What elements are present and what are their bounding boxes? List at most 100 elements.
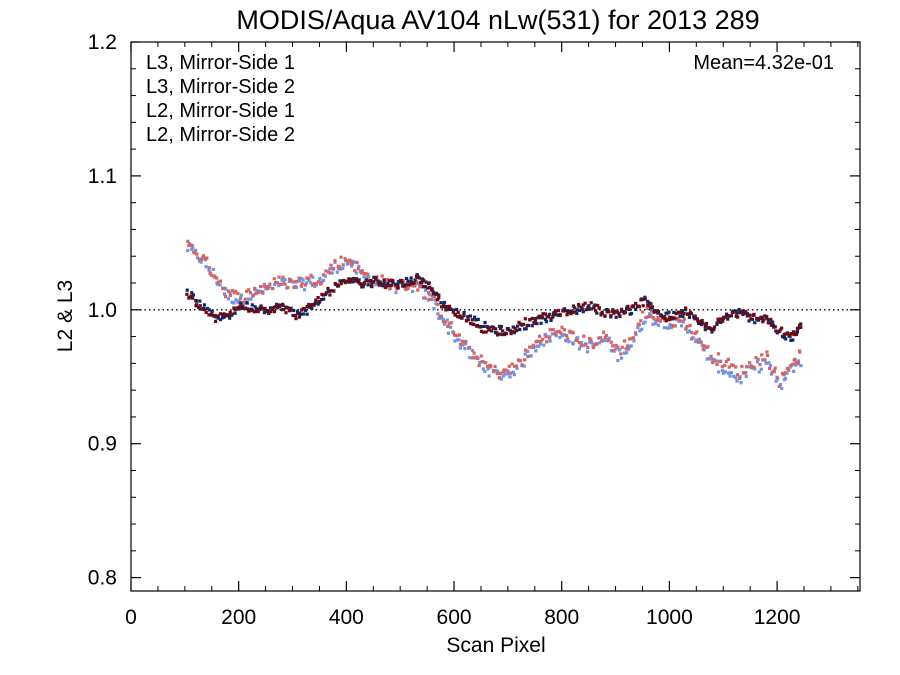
data-point-2 <box>528 318 532 322</box>
data-point-2 <box>198 304 202 308</box>
data-point-4 <box>787 368 791 372</box>
data-point-2 <box>302 307 306 311</box>
data-point-4 <box>501 370 506 374</box>
data-point-2 <box>399 278 403 283</box>
data-point-3 <box>735 379 739 383</box>
data-point-3 <box>632 339 636 343</box>
data-point-4 <box>303 283 307 287</box>
data-point-2 <box>444 308 448 312</box>
data-point-3 <box>506 369 510 373</box>
data-point-1 <box>784 337 788 341</box>
data-point-1 <box>695 317 699 321</box>
data-point-2 <box>696 319 700 323</box>
data-point-3 <box>503 372 507 376</box>
data-point-2 <box>347 277 351 281</box>
data-point-1 <box>750 317 755 321</box>
data-point-2 <box>698 319 702 323</box>
data-point-3 <box>272 282 277 287</box>
data-point-2 <box>333 281 337 286</box>
data-point-2 <box>477 324 482 329</box>
data-point-4 <box>333 259 337 263</box>
data-point-4 <box>554 330 558 334</box>
tick-labels: 0 200 400 600 800 1000 1200 0.8 0.9 1.0 1.1 1.2 <box>88 31 801 629</box>
data-point-2 <box>481 330 486 334</box>
data-point-4 <box>491 369 496 373</box>
data-point-2 <box>269 309 273 314</box>
data-point-4 <box>619 352 623 356</box>
data-point-2 <box>236 306 240 310</box>
data-point-4 <box>510 362 514 366</box>
data-point-4 <box>455 333 459 338</box>
data-point-2 <box>409 276 413 280</box>
data-point-4 <box>603 335 608 339</box>
data-point-3 <box>697 337 702 341</box>
data-point-4 <box>611 344 615 348</box>
data-point-2 <box>583 301 587 305</box>
data-point-3 <box>587 340 592 344</box>
data-point-2 <box>786 332 790 336</box>
data-point-2 <box>513 326 517 330</box>
data-point-1 <box>292 308 296 313</box>
data-point-1 <box>247 307 252 311</box>
data-point-4 <box>355 260 359 265</box>
data-point-4 <box>241 300 245 304</box>
data-point-3 <box>307 279 311 283</box>
data-point-4 <box>772 370 776 374</box>
data-point-2 <box>577 302 581 307</box>
data-point-4 <box>493 364 497 369</box>
data-point-3 <box>453 339 457 343</box>
data-point-3 <box>495 369 500 374</box>
data-point-4 <box>553 332 558 336</box>
y-tick-label: 1.0 <box>88 299 117 322</box>
data-point-4 <box>205 256 209 260</box>
data-point-1 <box>190 291 194 295</box>
data-point-3 <box>446 331 451 335</box>
data-point-3 <box>564 339 568 343</box>
data-point-4 <box>299 284 303 288</box>
data-point-4 <box>495 371 499 376</box>
data-point-2 <box>569 312 573 316</box>
data-point-3 <box>193 248 198 252</box>
data-point-3 <box>195 256 200 260</box>
data-point-4 <box>415 280 419 284</box>
data-point-4 <box>530 345 534 349</box>
data-point-2 <box>706 326 711 330</box>
data-point-2 <box>310 302 315 307</box>
data-point-4 <box>723 363 727 367</box>
data-point-2 <box>416 275 420 280</box>
data-point-4 <box>548 335 552 339</box>
data-point-3 <box>796 359 801 363</box>
data-point-2 <box>382 278 386 282</box>
legend-entry: L3, Mirror-Side 2 <box>146 76 295 98</box>
data-point-2 <box>664 319 669 323</box>
data-point-3 <box>755 360 760 364</box>
data-point-2 <box>504 331 508 336</box>
data-point-1 <box>191 293 195 297</box>
data-point-2 <box>194 299 199 303</box>
data-point-4 <box>436 302 440 307</box>
data-point-2 <box>490 329 494 333</box>
data-point-2 <box>394 283 398 287</box>
data-point-3 <box>487 374 491 378</box>
data-point-3 <box>234 298 238 302</box>
data-point-2 <box>216 314 220 318</box>
data-point-3 <box>222 292 227 296</box>
data-point-1 <box>606 308 610 312</box>
data-point-4 <box>679 319 683 323</box>
data-point-4 <box>222 286 226 290</box>
data-point-1 <box>735 311 739 315</box>
data-point-2 <box>472 322 476 327</box>
data-point-2 <box>657 309 661 314</box>
data-point-3 <box>458 346 462 350</box>
data-point-3 <box>643 320 647 324</box>
data-point-3 <box>728 374 732 378</box>
data-point-4 <box>234 289 238 293</box>
data-point-2 <box>285 305 289 310</box>
data-point-3 <box>622 351 627 355</box>
data-point-2 <box>213 319 218 323</box>
data-point-2 <box>232 306 236 310</box>
data-point-2 <box>358 282 362 286</box>
data-point-2 <box>280 302 285 307</box>
data-point-4 <box>462 340 466 344</box>
data-point-1 <box>255 307 259 311</box>
